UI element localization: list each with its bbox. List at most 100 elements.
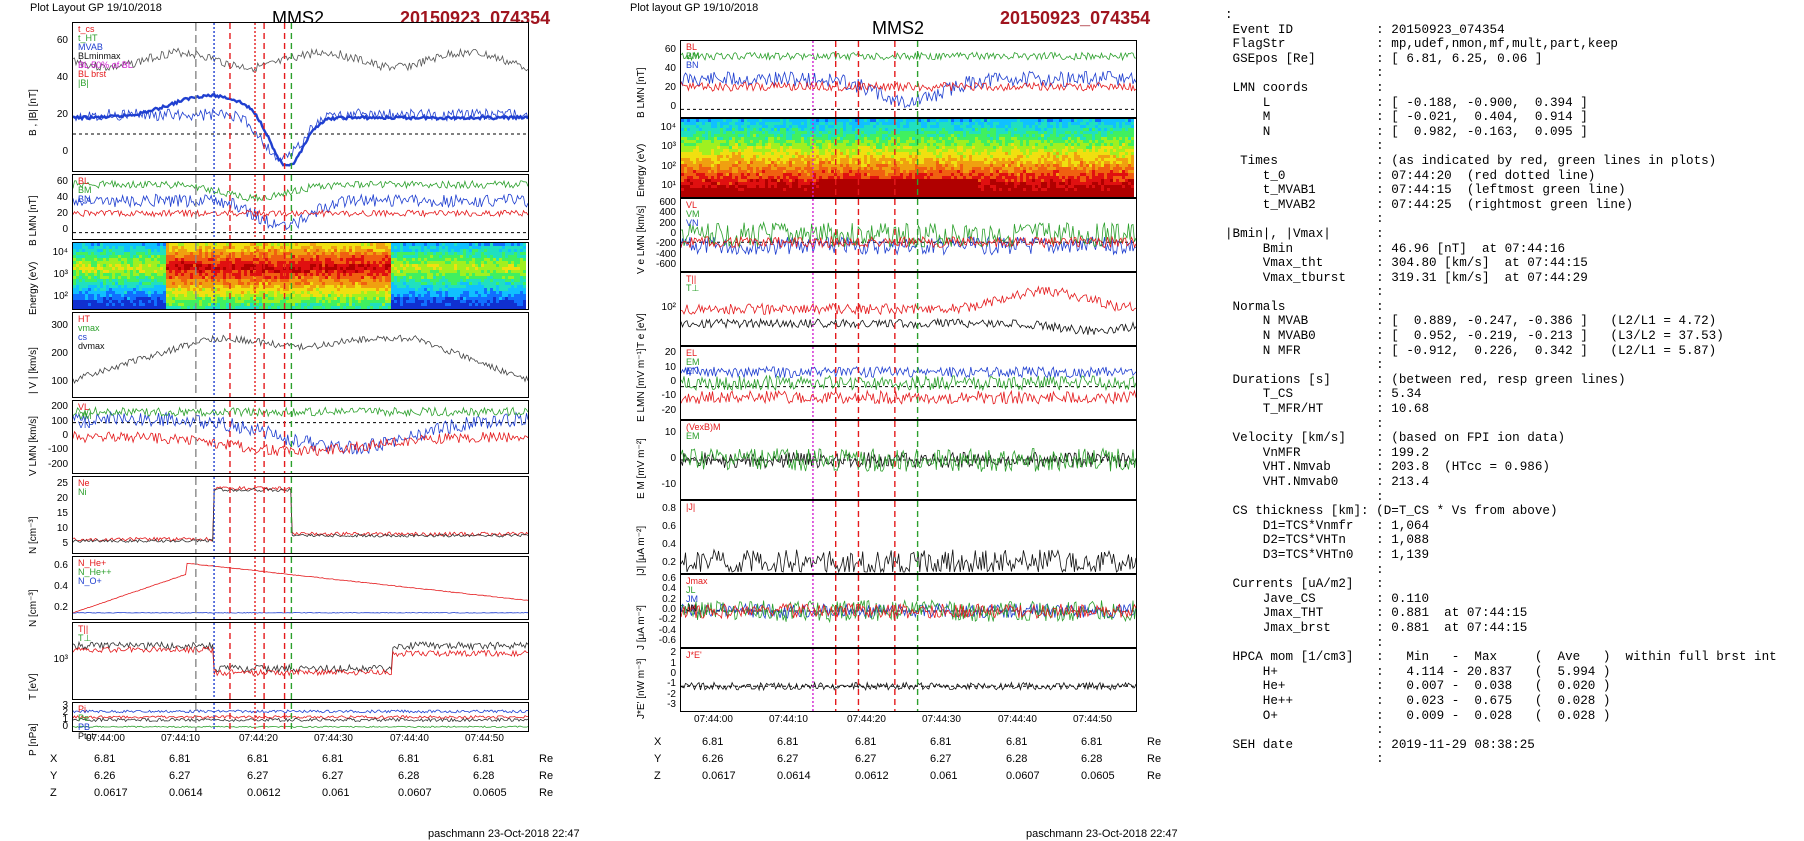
series-line-Ni bbox=[73, 488, 528, 543]
position-row-label: X bbox=[654, 736, 662, 748]
legend-entry: BL 50% of BL bbox=[78, 60, 133, 70]
position-value: 0.0605 bbox=[1081, 770, 1115, 782]
series-line-BM bbox=[73, 179, 528, 203]
info-line: Vmax_tburst : 319.31 [km/s] at 07:44:29 bbox=[1225, 270, 1588, 285]
middle-panel-2-plot bbox=[681, 119, 1134, 197]
series-line-Tpar bbox=[73, 640, 528, 674]
y-tick-label: 0 bbox=[670, 228, 676, 239]
series-line-EM bbox=[681, 447, 1136, 472]
series-line-EL bbox=[681, 365, 1136, 379]
position-value: 6.81 bbox=[1081, 736, 1103, 748]
y-tick-label: 1 bbox=[670, 657, 676, 669]
left-panel-4-plot bbox=[73, 313, 528, 397]
series-line-Ne bbox=[73, 485, 528, 542]
x-tick-label: 07:44:10 bbox=[161, 733, 200, 744]
series-line-Tperp bbox=[73, 645, 528, 677]
y-tick-label: 0.4 bbox=[662, 583, 676, 595]
info-line: T_CS : 5.34 bbox=[1225, 387, 1422, 402]
position-row-label: Z bbox=[654, 770, 661, 782]
y-tick-label: 60 bbox=[664, 43, 676, 55]
series-line-VN bbox=[73, 430, 528, 457]
y-tick-label: 600 bbox=[659, 197, 676, 209]
y-tick-label: -200 bbox=[47, 458, 68, 470]
legend-entry: Ptot bbox=[78, 731, 95, 741]
left-panel-8 bbox=[72, 622, 529, 700]
position-value: 6.81 bbox=[473, 753, 495, 765]
middle-panel-7 bbox=[680, 500, 1137, 574]
y-tick-label: 0.6 bbox=[54, 560, 68, 572]
info-line: : bbox=[1225, 358, 1384, 373]
series-line-Pe bbox=[73, 714, 528, 720]
position-value: 0.0614 bbox=[169, 787, 203, 799]
info-line: D1=TCS*Vnmfr : 1,064 bbox=[1225, 518, 1430, 533]
position-value: 6.81 bbox=[702, 736, 724, 748]
left-header-left: Plot Layout GP 19/10/2018 bbox=[30, 2, 162, 14]
series-line-JN bbox=[681, 602, 1136, 620]
y-tick-label: 10² bbox=[661, 160, 676, 172]
info-line: Currents [uA/m2] : bbox=[1225, 577, 1384, 592]
x-tick-label: 07:44:10 bbox=[769, 714, 808, 725]
position-value: 6.27 bbox=[322, 770, 344, 782]
x-tick-label: 07:44:00 bbox=[694, 714, 733, 725]
position-value: 6.81 bbox=[169, 753, 191, 765]
position-value: 6.26 bbox=[94, 770, 116, 782]
info-line: Times : (as indicated by red, green line… bbox=[1225, 153, 1717, 168]
position-value: 6.27 bbox=[169, 770, 191, 782]
y-tick-label: 0.6 bbox=[662, 521, 676, 532]
position-unit: Re bbox=[1147, 770, 1162, 782]
legend-entry: EL bbox=[686, 348, 698, 358]
y-tick-label: 100 bbox=[51, 415, 68, 427]
legend-entry: T|| bbox=[78, 624, 89, 634]
legend-entry: T⊥ bbox=[78, 633, 92, 643]
info-line: : bbox=[1225, 416, 1384, 431]
legend-entry: PB bbox=[78, 722, 91, 732]
legend-entry: VM bbox=[686, 209, 700, 219]
x-tick-label: 07:44:40 bbox=[998, 714, 1037, 725]
middle-panel-3-plot bbox=[681, 199, 1136, 271]
legend-entry: VN bbox=[686, 218, 699, 228]
legend-entry: VN bbox=[78, 420, 91, 430]
y-tick-label: 2 bbox=[62, 706, 68, 718]
position-value: 6.81 bbox=[1006, 736, 1028, 748]
y-axis-label: N [cm⁻³] bbox=[28, 589, 39, 628]
y-axis-label: | V | [km/s] bbox=[28, 347, 39, 394]
middle-header-left: Plot layout GP 19/10/2018 bbox=[630, 2, 759, 14]
middle-panel-5 bbox=[680, 346, 1137, 420]
info-line: N MVAB : [ 0.889, -0.247, -0.386 ] (L2/L… bbox=[1225, 314, 1717, 329]
y-tick-label: -0.4 bbox=[658, 624, 676, 636]
y-axis-label: B , |B| [nT] bbox=[28, 89, 39, 136]
left-panel-3-plot bbox=[73, 243, 526, 309]
x-tick-label: 07:44:00 bbox=[86, 733, 125, 744]
position-unit: Re bbox=[539, 753, 554, 765]
y-tick-label: -100 bbox=[47, 444, 68, 456]
y-tick-label: 40 bbox=[56, 71, 68, 83]
position-value: 6.81 bbox=[777, 736, 799, 748]
y-tick-label: 15 bbox=[56, 508, 68, 519]
series-line-JE bbox=[681, 681, 1136, 692]
info-line: Vmax_tht : 304.80 [km/s] at 07:44:15 bbox=[1225, 256, 1588, 271]
y-tick-label: 0.0 bbox=[662, 604, 676, 615]
legend-entry: EM bbox=[686, 431, 700, 441]
info-line: : bbox=[1225, 66, 1384, 81]
info-line: Event ID : 20150923_074354 bbox=[1225, 22, 1505, 37]
info-line: N MVAB0 : [ 0.952, -0.219, -0.213 ] (L3/… bbox=[1225, 329, 1724, 344]
legend-entry: BLminmax bbox=[78, 51, 121, 61]
series-line-EM bbox=[681, 374, 1136, 392]
series-line-He bbox=[73, 562, 528, 613]
y-tick-label: -3 bbox=[667, 698, 676, 710]
y-tick-label: 40 bbox=[664, 62, 676, 74]
middle-footer: paschmann 23-Oct-2018 22:47 bbox=[1026, 828, 1178, 840]
info-line: N MFR : [ -0.912, 0.226, 0.342 ] (L2/L1 … bbox=[1225, 343, 1717, 358]
info-line: VHT.Nmvab : 203.8 (HTcc = 0.986) bbox=[1225, 460, 1550, 475]
series-line-EN bbox=[681, 389, 1136, 405]
middle-panel-7-plot bbox=[681, 501, 1136, 573]
x-tick-label: 07:44:50 bbox=[1073, 714, 1112, 725]
legend-entry: T⊥ bbox=[686, 283, 700, 293]
series-line-JM bbox=[681, 599, 1136, 624]
y-tick-label: 0 bbox=[670, 453, 676, 464]
position-value: 6.28 bbox=[1006, 753, 1028, 765]
y-tick-label: 10 bbox=[56, 523, 68, 535]
series-line-BL bbox=[73, 193, 528, 231]
x-tick-label: 07:44:20 bbox=[239, 733, 278, 744]
y-tick-label: -10 bbox=[661, 479, 676, 490]
